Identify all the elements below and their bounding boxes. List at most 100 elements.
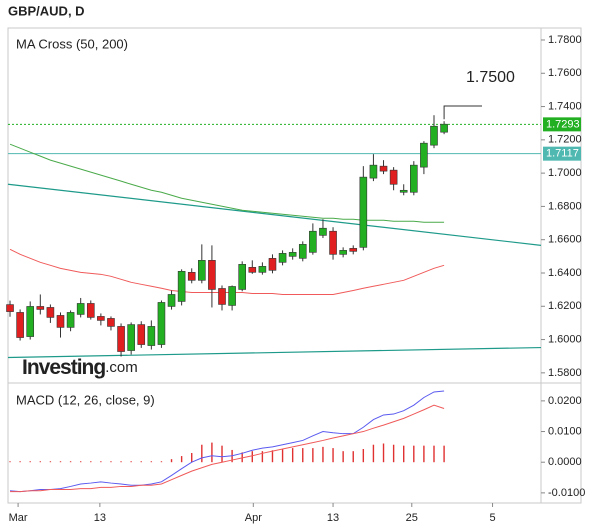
histogram-bar xyxy=(261,451,264,463)
macd-title: MACD (12, 26, close, 9) xyxy=(16,392,155,407)
x-tick-label: 5 xyxy=(489,512,495,524)
histogram-bar xyxy=(221,445,223,463)
y-tick-label: -0.0100 xyxy=(548,487,585,499)
candle-body xyxy=(97,316,105,321)
y-tick-label: 0.0100 xyxy=(548,425,582,437)
candle-body xyxy=(258,266,267,273)
annotation: 1.7500 xyxy=(466,69,515,86)
histogram-bar xyxy=(9,461,11,463)
y-tick-label: 0.0000 xyxy=(548,456,582,468)
y-tick-label: 1.6600 xyxy=(548,234,582,246)
histogram-bar xyxy=(79,461,82,463)
candle-body xyxy=(6,304,14,312)
candle-body xyxy=(440,123,448,133)
logo: Investing.com xyxy=(22,356,138,379)
candle-body xyxy=(298,244,307,259)
histogram-bar xyxy=(160,461,163,463)
histogram-bar xyxy=(392,444,395,463)
candle-body xyxy=(369,164,378,179)
y-tick-label: 1.7600 xyxy=(548,67,582,79)
histogram-bar xyxy=(110,461,112,463)
candle-body xyxy=(278,253,287,263)
candle-body xyxy=(238,264,246,290)
price-badge-label: 1.7293 xyxy=(546,118,580,130)
price-badge xyxy=(543,117,581,132)
histogram-bar xyxy=(423,445,425,463)
y-tick-label: 1.7200 xyxy=(548,134,582,146)
histogram-bar xyxy=(403,445,405,463)
candle-body xyxy=(46,307,55,318)
candle-body xyxy=(157,302,166,345)
macd-line xyxy=(9,390,445,493)
x-tick-label: 25 xyxy=(406,512,418,524)
x-tick-label: 13 xyxy=(94,512,106,524)
candle-body xyxy=(349,248,358,252)
annotation-leader xyxy=(443,105,482,120)
histogram-bar xyxy=(69,461,72,463)
histogram-bar xyxy=(130,461,132,463)
y-tick-label: 1.6400 xyxy=(548,267,582,279)
histogram-bar xyxy=(39,461,42,463)
logo-main: Investing xyxy=(22,356,105,379)
candle-body xyxy=(248,267,257,273)
histogram-bar xyxy=(170,459,173,463)
histogram-bar xyxy=(201,444,203,463)
histogram-bar xyxy=(191,453,193,463)
histogram-bar xyxy=(49,461,52,463)
candle-body xyxy=(117,326,125,352)
y-tick-label: 1.5800 xyxy=(548,367,582,379)
candle-body xyxy=(177,271,186,302)
trendline xyxy=(7,183,542,246)
histogram-bar xyxy=(342,451,344,463)
histogram-bar xyxy=(150,461,153,463)
histogram-bar xyxy=(180,456,183,463)
histogram-bar xyxy=(241,452,243,463)
moving-average xyxy=(9,143,445,223)
y-tick-label: 1.7800 xyxy=(548,34,582,46)
logo-suffix: .com xyxy=(105,359,138,376)
histogram-bar xyxy=(271,450,274,463)
price-badge xyxy=(543,146,581,161)
candle-body xyxy=(107,318,115,327)
candle-body xyxy=(359,176,368,248)
x-tick-label: Mar xyxy=(9,512,28,524)
candle-body xyxy=(430,125,438,146)
candle-body xyxy=(16,312,24,338)
y-tick-label: 1.6800 xyxy=(548,200,582,212)
candle-body xyxy=(288,252,297,257)
candle-body xyxy=(208,260,216,290)
macd-line xyxy=(10,404,445,493)
histogram-bar xyxy=(372,444,375,463)
histogram-bar xyxy=(413,445,415,463)
candle-body xyxy=(36,306,45,310)
candle-body xyxy=(167,294,176,307)
histogram-bar xyxy=(352,451,354,463)
candle-body xyxy=(147,326,156,346)
histogram-bar xyxy=(281,449,284,463)
histogram-bar xyxy=(120,461,122,463)
candle-body xyxy=(66,312,75,328)
moving-average xyxy=(9,248,445,295)
histogram-bar xyxy=(291,448,294,463)
candle-body xyxy=(76,303,85,315)
candle-body xyxy=(309,230,317,253)
candle-body xyxy=(218,288,226,305)
histogram-bar xyxy=(332,448,334,463)
candle-body xyxy=(268,258,277,271)
histogram-bar xyxy=(59,461,62,463)
candle-body xyxy=(137,324,146,345)
histogram-bar xyxy=(312,448,314,463)
candle-body xyxy=(198,260,206,281)
x-tick-label: 13 xyxy=(327,512,339,524)
histogram-bar xyxy=(382,443,385,463)
histogram-bar xyxy=(90,461,92,463)
candle-body xyxy=(329,230,337,255)
candle-body xyxy=(399,189,408,193)
candle-body xyxy=(389,169,398,185)
candle-body xyxy=(228,286,236,306)
histogram-bar xyxy=(19,461,21,463)
x-tick-label: Apr xyxy=(245,512,262,524)
histogram-bar xyxy=(251,451,253,463)
